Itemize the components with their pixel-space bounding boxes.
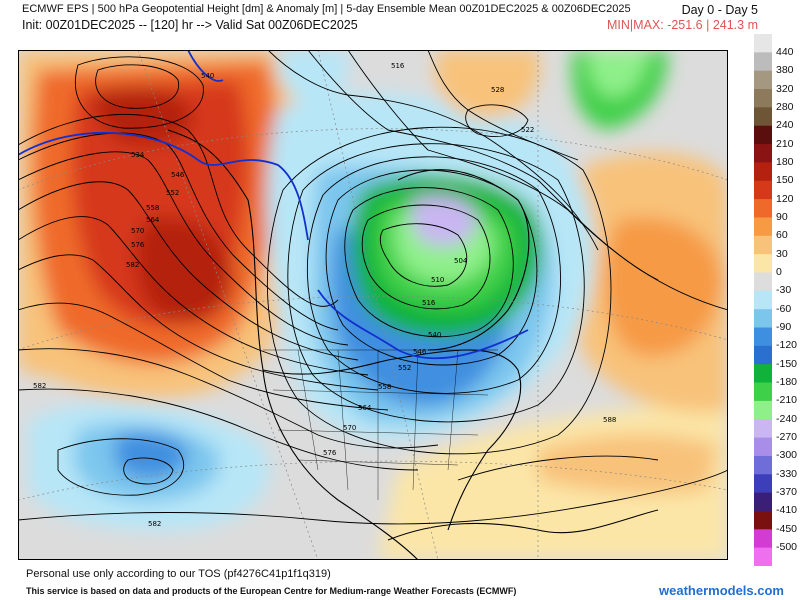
colorbar-swatch (754, 217, 772, 237)
colorbar-tick-label: 150 (776, 174, 794, 187)
colorbar-swatch (754, 272, 772, 292)
colorbar-swatch (754, 327, 772, 347)
height-label: 516 (391, 62, 405, 70)
anomaly-colorbar (754, 34, 772, 566)
colorbar-tick-label: 120 (776, 192, 794, 205)
colorbar-tick-label: -270 (776, 431, 798, 444)
height-label: 552 (166, 189, 179, 197)
colorbar-tick-label: -120 (776, 339, 798, 352)
height-label: 564 (358, 404, 372, 412)
colorbar-tick-label: 180 (776, 155, 794, 168)
colorbar-tick-label: 210 (776, 137, 794, 150)
colorbar-tick-label: -90 (776, 321, 792, 334)
map-title: ECMWF EPS | 500 hPa Geopotential Height … (22, 3, 631, 15)
height-label: 516 (422, 299, 436, 307)
colorbar-swatch (754, 529, 772, 549)
colorbar-swatch (754, 125, 772, 145)
colorbar-tick-label: -450 (776, 522, 798, 535)
min-max-readout: MIN|MAX: -251.6 | 241.3 m (607, 18, 758, 32)
colorbar-swatch (754, 254, 772, 273)
colorbar-swatch (754, 52, 772, 72)
colorbar-tick-label: -180 (776, 376, 798, 389)
colorbar-tick-label: 0 (776, 265, 782, 278)
colorbar-swatch (754, 162, 772, 182)
colorbar-tick-label: -370 (776, 486, 798, 499)
height-label: 546 (171, 171, 185, 179)
colorbar-swatch (754, 70, 772, 90)
height-label: 582 (148, 520, 161, 528)
init-valid-line: Init: 00Z01DEC2025 -- [120] hr --> Valid… (22, 18, 358, 32)
height-label: 582 (33, 382, 46, 390)
colorbar-swatch (754, 474, 772, 494)
height-label: 588 (603, 416, 616, 424)
colorbar-swatch (754, 437, 772, 457)
colorbar-tick-label: 60 (776, 229, 788, 242)
colorbar-swatch (754, 180, 772, 200)
colorbar-swatch (754, 144, 772, 163)
height-label: 534 (131, 151, 145, 159)
colorbar-tick-label: -150 (776, 357, 798, 370)
colorbar-tick-label: -300 (776, 449, 798, 462)
height-label: 504 (454, 257, 468, 265)
watermark-link[interactable]: weathermodels.com (659, 583, 784, 598)
height-label: 510 (431, 276, 444, 284)
colorbar-swatch (754, 290, 772, 310)
colorbar-tick-label: -210 (776, 394, 798, 407)
height-contours (18, 50, 728, 525)
height-label: 570 (131, 227, 144, 235)
colorbar-swatch (754, 510, 772, 530)
colorbar-tick-label: -30 (776, 284, 792, 297)
colorbar-swatch (754, 107, 772, 127)
colorbar-swatch (754, 89, 772, 108)
colorbar-tick-label: -240 (776, 412, 798, 425)
height-label: 558 (146, 204, 159, 212)
day-range: Day 0 - Day 5 (681, 3, 758, 17)
colorbar-tick-label: 30 (776, 247, 788, 260)
anomaly-map: 540 534 546 552 558 564 570 576 582 528 … (18, 50, 728, 560)
height-label: 564 (146, 216, 160, 224)
highlight-540-contour (18, 50, 529, 360)
height-label: 552 (398, 364, 411, 372)
ecmwf-credit: This service is based on data and produc… (26, 586, 517, 596)
colorbar-swatch (754, 419, 772, 439)
height-label: 546 (413, 348, 427, 356)
colorbar-swatch (754, 235, 772, 255)
colorbar-swatch (754, 199, 772, 218)
colorbar-swatch (754, 34, 772, 53)
colorbar-swatch (754, 400, 772, 420)
colorbar-tick-label: 440 (776, 45, 794, 58)
colorbar-swatch (754, 382, 772, 402)
colorbar-tick-label: -500 (776, 541, 798, 554)
political-borders (263, 349, 498, 500)
coastlines (167, 129, 659, 560)
colorbar-swatch (754, 492, 772, 512)
height-label: 576 (323, 449, 337, 457)
height-label: 528 (491, 86, 504, 94)
colorbar-tick-label: -330 (776, 467, 798, 480)
height-label: 570 (343, 424, 356, 432)
colorbar-swatch (754, 455, 772, 475)
colorbar-tick-label: -60 (776, 302, 792, 315)
colorbar-swatch (754, 345, 772, 365)
height-label: 576 (131, 241, 145, 249)
colorbar-tick-label: 320 (776, 82, 794, 95)
tos-notice: Personal use only according to our TOS (… (26, 568, 331, 580)
colorbar-tick-label: -410 (776, 504, 798, 517)
colorbar-tick-label: 380 (776, 64, 794, 77)
warm-anomaly-southeast (538, 434, 718, 495)
height-label: 522 (521, 126, 534, 134)
colorbar-swatch (754, 309, 772, 329)
colorbar-swatch (754, 364, 772, 384)
height-label-layer: 540 534 546 552 558 564 570 576 582 528 … (33, 62, 616, 528)
height-label: 540 (201, 72, 214, 80)
colorbar-tick-label: 240 (776, 119, 794, 132)
height-label: 582 (126, 261, 139, 269)
height-label: 558 (378, 383, 391, 391)
colorbar-swatch (754, 547, 772, 566)
colorbar-tick-label: 90 (776, 210, 788, 223)
colorbar-tick-label: 280 (776, 100, 794, 113)
height-label: 540 (428, 331, 441, 339)
